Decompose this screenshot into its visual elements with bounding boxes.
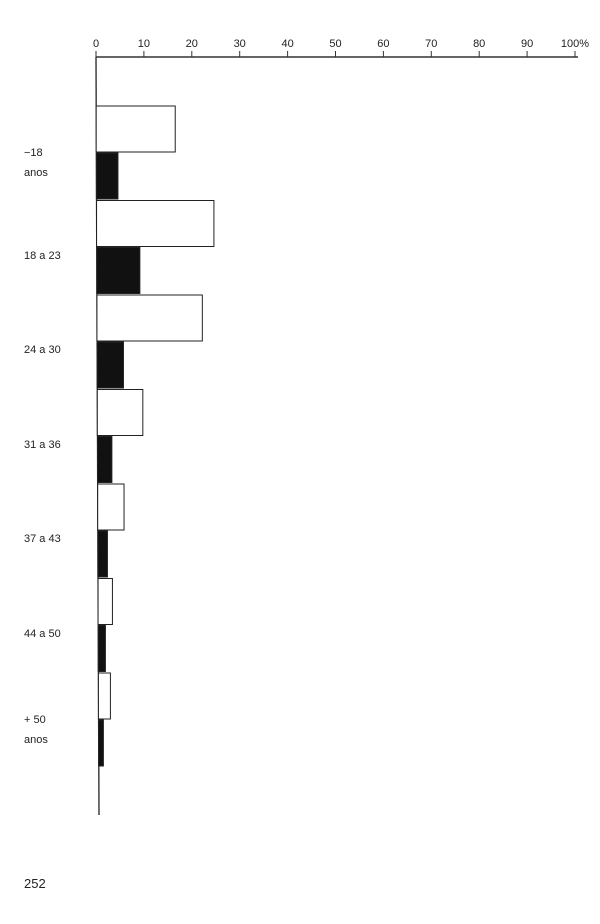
x-tick-label: 30: [234, 38, 246, 50]
category-label-line: 24 a 30: [24, 344, 61, 356]
bar-black: [97, 530, 108, 578]
x-tick-label: 50: [329, 38, 341, 50]
bar-black: [98, 719, 104, 767]
x-axis-ticks: 0 10 20 30 40 50 60 70 80 90 100%: [93, 38, 589, 57]
x-tick-label: 0: [93, 38, 99, 50]
bar-white: [97, 672, 111, 720]
bar-white: [96, 294, 203, 342]
category-label-line: 37 a 43: [24, 533, 61, 545]
category-label: 24 a 30: [24, 340, 61, 360]
category-label-line: anos: [24, 734, 48, 746]
bar-white: [95, 105, 176, 153]
category-label-line: −18: [24, 147, 43, 159]
x-tick-label: 10: [138, 38, 150, 50]
category-label: 31 a 36: [24, 435, 61, 455]
category-label: 18 a 23: [24, 246, 61, 266]
bars-group: [95, 105, 215, 767]
bar-black: [97, 625, 106, 672]
category-label-line: 31 a 36: [24, 438, 61, 451]
x-tick-label: 70: [425, 38, 437, 50]
bar-black: [96, 341, 124, 389]
category-label: 37 a 43: [24, 529, 61, 549]
category-label-line: 18 a 23: [24, 249, 61, 262]
bar-white: [97, 483, 125, 531]
bar-black: [96, 247, 141, 294]
x-tick-label: 60: [377, 38, 389, 50]
bar-black: [95, 152, 119, 200]
category-label: 44 a 50: [24, 624, 61, 644]
x-tick-label: 20: [186, 38, 198, 50]
x-tick-label: 80: [473, 38, 485, 50]
bar-white: [97, 578, 113, 625]
category-label: −18 anos: [24, 143, 48, 183]
page-number: 252: [24, 876, 46, 891]
bar-white: [96, 200, 215, 247]
category-label-line: + 50: [24, 714, 46, 726]
category-label: + 50 anos: [24, 710, 48, 750]
category-label-line: 44 a 50: [24, 627, 61, 640]
x-tick-label: 40: [281, 38, 293, 50]
bar-white: [96, 389, 144, 436]
x-tick-label: 90: [521, 38, 533, 50]
category-label-line: anos: [24, 167, 48, 179]
x-tick-label: 100%: [561, 38, 589, 50]
bar-black: [97, 436, 113, 483]
